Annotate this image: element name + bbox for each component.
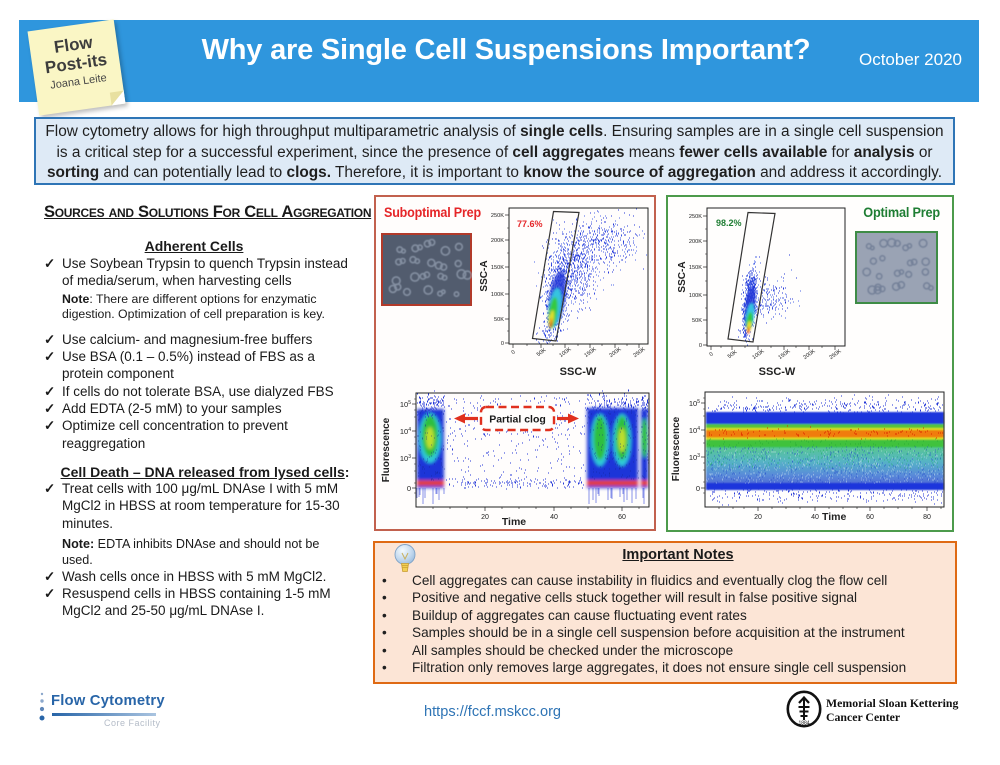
svg-text:105: 105 [400, 400, 411, 409]
svg-text:100K: 100K [491, 292, 504, 298]
svg-text:100K: 100K [689, 293, 702, 299]
svg-text:50K: 50K [727, 349, 739, 360]
svg-text:200K: 200K [802, 348, 816, 361]
svg-text:40: 40 [811, 514, 819, 521]
svg-text:0: 0 [696, 484, 700, 493]
svg-text:50K: 50K [494, 317, 504, 323]
svg-text:200K: 200K [608, 346, 622, 359]
svg-text:250K: 250K [632, 346, 646, 359]
svg-text:0: 0 [709, 351, 715, 358]
svg-text:0: 0 [511, 349, 517, 356]
svg-text:200K: 200K [491, 238, 504, 244]
svg-text:SSC-W: SSC-W [560, 366, 597, 378]
svg-text:103: 103 [400, 454, 411, 463]
svg-text:60: 60 [866, 514, 874, 521]
svg-text:Fluorescence: Fluorescence [381, 417, 392, 482]
svg-text:150K: 150K [583, 346, 597, 359]
svg-text:1884: 1884 [798, 721, 809, 727]
svg-text:40: 40 [550, 514, 558, 521]
svg-text:104: 104 [400, 427, 411, 436]
svg-text:250K: 250K [689, 214, 702, 220]
svg-text:80: 80 [923, 514, 931, 521]
svg-text:20: 20 [481, 514, 489, 521]
svg-text:150K: 150K [491, 265, 504, 271]
svg-text:Partial clog: Partial clog [489, 414, 546, 426]
svg-text:100K: 100K [558, 346, 572, 359]
svg-text:250K: 250K [491, 213, 504, 219]
svg-text:20: 20 [754, 514, 762, 521]
svg-text:100K: 100K [751, 348, 765, 361]
svg-text:150K: 150K [777, 348, 791, 361]
svg-text:0: 0 [407, 484, 411, 493]
svg-text:0: 0 [699, 343, 702, 349]
svg-text:Time: Time [502, 516, 526, 528]
svg-text:250K: 250K [828, 348, 842, 361]
svg-text:98.2%: 98.2% [716, 218, 742, 228]
svg-text:50K: 50K [692, 318, 702, 324]
svg-text:SSC-W: SSC-W [759, 366, 796, 378]
svg-text:SSC-A: SSC-A [479, 260, 490, 291]
svg-text:0: 0 [501, 341, 504, 347]
svg-text:150K: 150K [689, 265, 702, 271]
svg-text:104: 104 [689, 426, 700, 435]
svg-text:200K: 200K [689, 239, 702, 245]
svg-text:SSC-A: SSC-A [677, 261, 688, 292]
svg-text:Time: Time [822, 511, 846, 523]
svg-text:50K: 50K [536, 347, 548, 358]
svg-text:Fluorescence: Fluorescence [671, 416, 682, 481]
svg-text:77.6%: 77.6% [517, 219, 543, 229]
svg-text:103: 103 [689, 453, 700, 462]
svg-text:105: 105 [689, 399, 700, 408]
svg-text:60: 60 [618, 514, 626, 521]
